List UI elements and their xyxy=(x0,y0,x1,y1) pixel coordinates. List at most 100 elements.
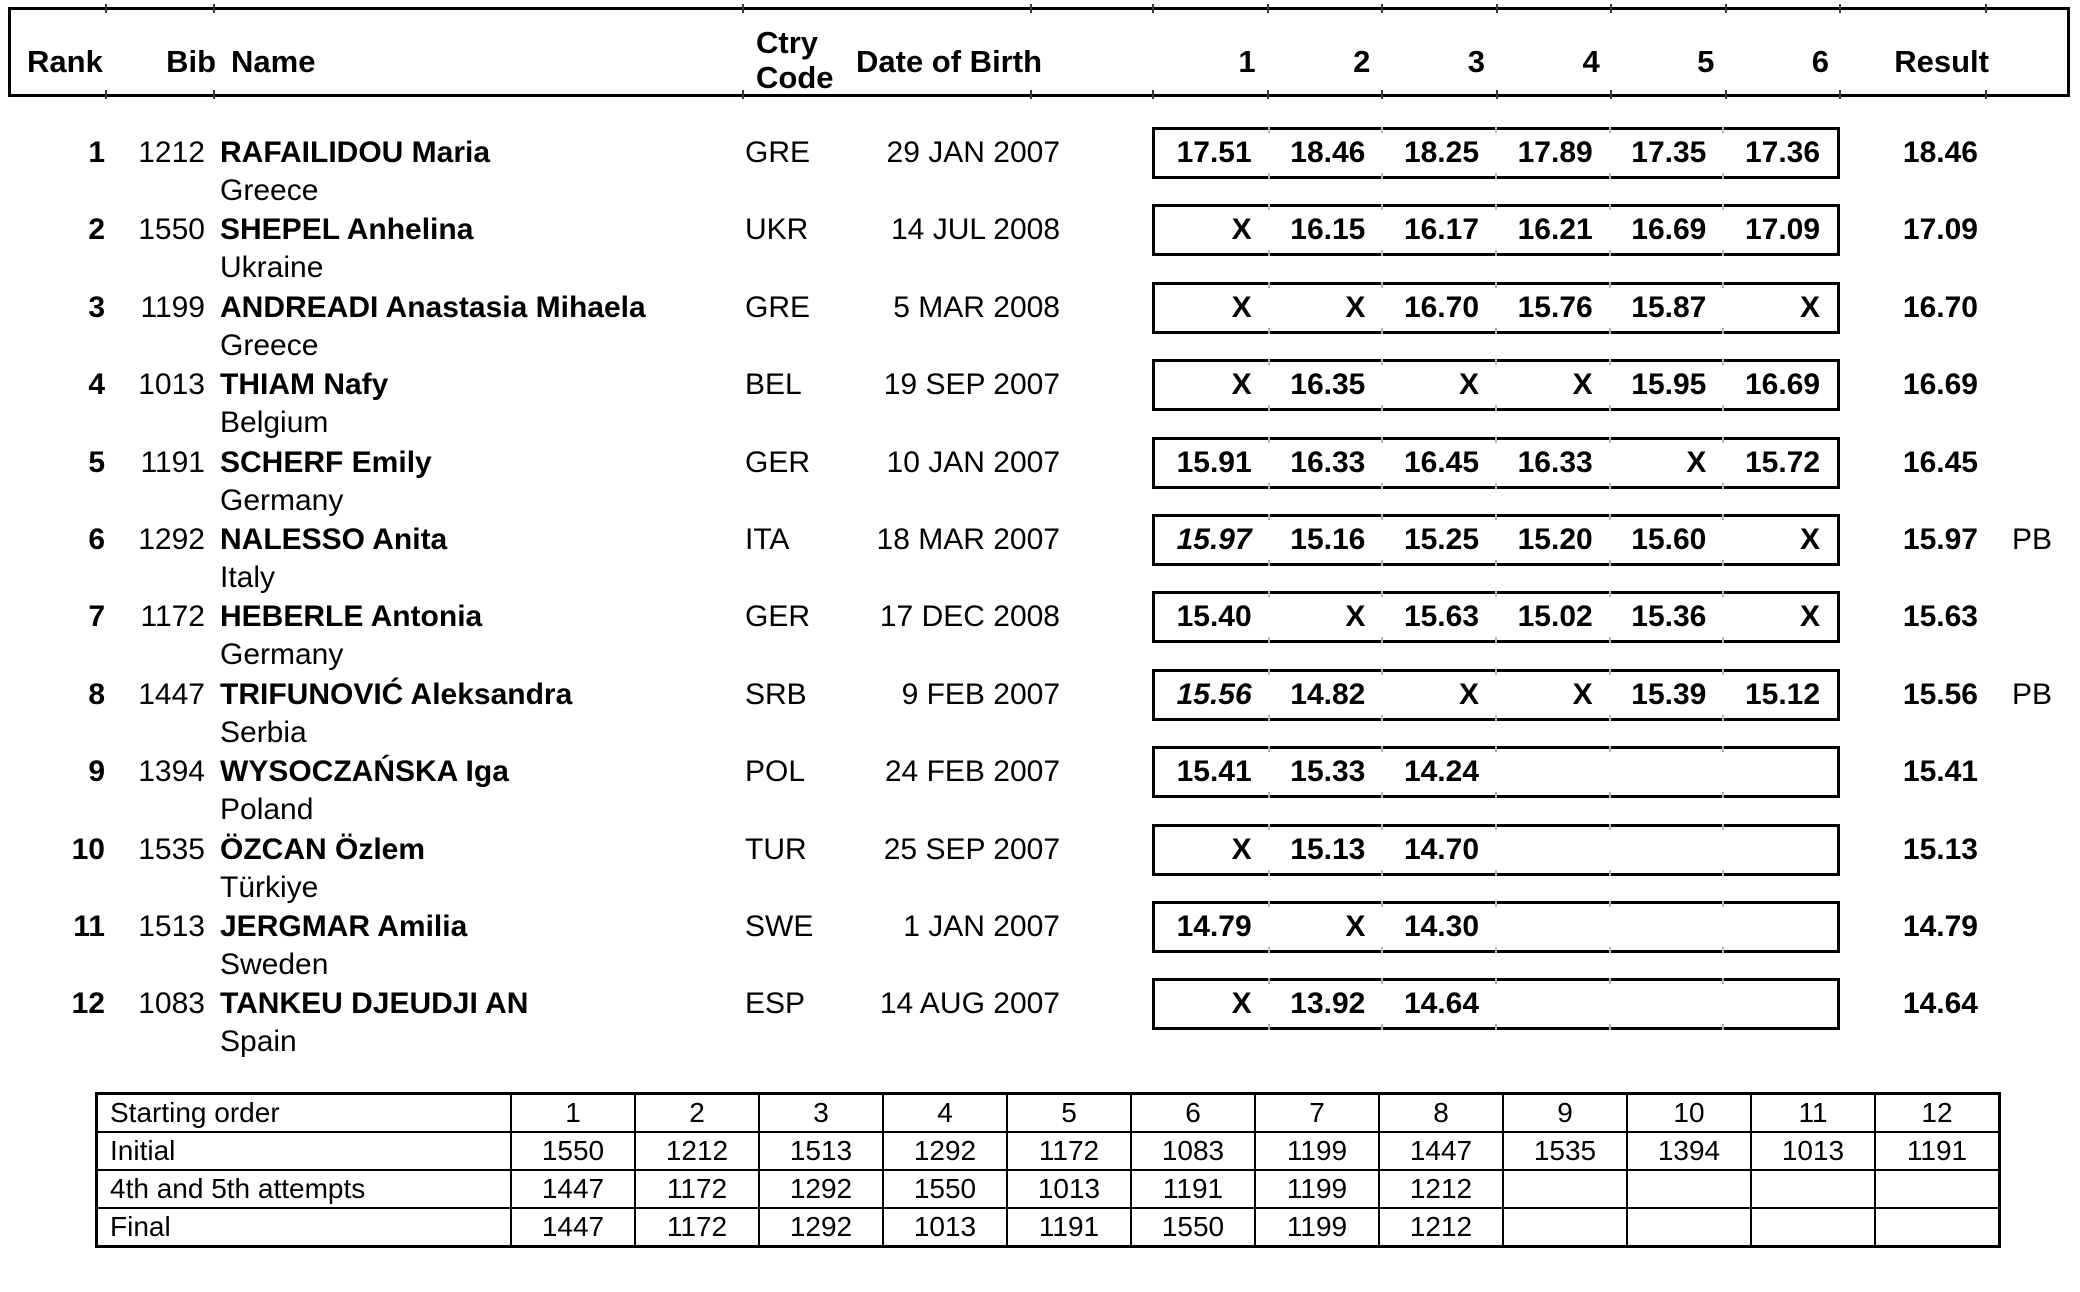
attempt-divider-tick xyxy=(1495,173,1497,179)
so-cell: 1550 xyxy=(510,1131,636,1171)
athlete-row: 6 1292 NALESSO Anita Italy ITA 18 MAR 20… xyxy=(0,514,2080,599)
attempt-divider-tick xyxy=(1267,978,1270,985)
attempt-divider-tick xyxy=(1722,1024,1725,1031)
rank: 1 xyxy=(88,136,105,169)
bib: 1447 xyxy=(138,677,205,711)
attempt-3: 14.30 xyxy=(1403,910,1480,943)
result-note: PB xyxy=(2012,677,2053,711)
attempt-divider-tick xyxy=(1267,947,1270,953)
attempt-3: 16.70 xyxy=(1403,290,1480,324)
so-row-label: 4th and 5th attempts xyxy=(95,1169,512,1209)
attempt-divider-tick xyxy=(1267,327,1270,334)
col-header-attempt-5: 5 xyxy=(1697,44,1715,79)
attempt-5: 15.95 xyxy=(1631,368,1707,402)
athlete-name: TRIFUNOVIĆ Aleksandra xyxy=(220,677,573,711)
attempt-divider-tick xyxy=(1608,869,1611,876)
attempts-box: 15.56 14.82 X X 15.39 15.12 xyxy=(1152,668,1840,721)
so-cell: 1191 xyxy=(1874,1131,2001,1171)
athlete-country: Ukraine xyxy=(220,251,324,285)
attempt-2: 15.13 xyxy=(1290,832,1366,866)
attempt-divider-tick xyxy=(1608,591,1611,598)
result: 15.41 xyxy=(1902,755,1978,789)
attempt-divider-tick xyxy=(1381,668,1384,675)
attempt-3: 18.25 xyxy=(1403,136,1480,169)
date-of-birth: 10 JAN 2007 xyxy=(886,445,1060,479)
attempt-3: 14.24 xyxy=(1403,755,1480,789)
so-cell: 1 xyxy=(510,1092,636,1133)
attempt-divider-tick xyxy=(1267,869,1270,876)
result: 15.97 xyxy=(1902,523,1978,556)
athlete-country: Italy xyxy=(220,561,276,594)
athlete-country: Türkiye xyxy=(220,870,319,904)
rank: 8 xyxy=(88,677,105,711)
athlete-country: Germany xyxy=(220,483,344,517)
so-cell: 1191 xyxy=(1130,1169,1256,1209)
attempt-divider-tick xyxy=(1608,204,1611,211)
attempt-divider-tick xyxy=(1267,436,1270,443)
attempt-divider-tick xyxy=(1722,823,1725,830)
attempt-3: X xyxy=(1459,368,1480,402)
attempt-6: 15.72 xyxy=(1744,445,1821,479)
date-of-birth: 5 MAR 2008 xyxy=(893,290,1060,324)
attempt-1: 15.56 xyxy=(1176,677,1252,711)
attempt-1: X xyxy=(1231,213,1252,247)
athlete-row: 7 1172 HEBERLE Antonia Germany GER 17 DE… xyxy=(0,591,2080,676)
rank: 4 xyxy=(88,368,105,402)
date-of-birth: 18 MAR 2007 xyxy=(876,523,1060,556)
rank: 9 xyxy=(88,755,105,789)
column-boundary-tick xyxy=(1839,90,1841,99)
attempt-divider-tick xyxy=(1722,668,1725,675)
so-cell: 1447 xyxy=(510,1207,636,1248)
athlete-row: 5 1191 SCHERF Emily Germany GER 10 JAN 2… xyxy=(0,436,2080,522)
attempt-divider-tick xyxy=(1495,281,1497,288)
attempts-box: X X 16.70 15.76 15.87 X xyxy=(1152,281,1840,334)
bib: 1212 xyxy=(138,136,205,169)
attempt-5: 16.69 xyxy=(1631,213,1707,247)
attempts-box: X 13.92 14.64 xyxy=(1152,978,1840,1031)
attempt-divider-tick xyxy=(1381,1024,1384,1031)
attempt-divider-tick xyxy=(1495,591,1497,598)
so-cell: 1013 xyxy=(882,1207,1008,1248)
attempt-4: X xyxy=(1572,677,1593,711)
attempt-divider-tick xyxy=(1381,204,1384,211)
so-cell: 1447 xyxy=(510,1169,636,1209)
bib: 1191 xyxy=(140,445,205,479)
attempt-6: 17.09 xyxy=(1744,213,1821,247)
attempt-4: 17.89 xyxy=(1517,136,1593,169)
so-row-label: Initial xyxy=(95,1131,512,1171)
attempt-divider-tick xyxy=(1267,823,1270,830)
column-boundary-tick xyxy=(1839,4,1841,13)
attempt-5: 15.60 xyxy=(1631,523,1707,556)
column-boundary-tick xyxy=(1496,90,1498,99)
attempt-divider-tick xyxy=(1608,436,1611,443)
athlete-country: Belgium xyxy=(220,406,329,440)
column-boundary-tick xyxy=(1725,4,1727,13)
so-cell: 1172 xyxy=(634,1169,760,1209)
athlete-row: 11 1513 JERGMAR Amilia Sweden SWE 1 JAN … xyxy=(0,901,2080,986)
attempt-divider-tick xyxy=(1381,405,1384,412)
attempt-1: 15.40 xyxy=(1176,600,1252,634)
attempt-divider-tick xyxy=(1267,127,1270,133)
result: 15.56 xyxy=(1902,677,1978,711)
column-boundary-tick xyxy=(1725,90,1727,99)
so-cell xyxy=(1874,1207,2001,1248)
attempt-divider-tick xyxy=(1267,746,1270,753)
attempt-6: 15.12 xyxy=(1744,677,1821,711)
athlete-name: SCHERF Emily xyxy=(220,445,432,479)
result: 16.69 xyxy=(1902,368,1978,402)
result: 17.09 xyxy=(1902,213,1978,247)
rank: 5 xyxy=(88,445,105,479)
attempts-box: 14.79 X 14.30 xyxy=(1152,901,1840,953)
so-cell: 2 xyxy=(634,1092,760,1133)
attempt-divider-tick xyxy=(1267,714,1270,721)
attempt-2: 15.33 xyxy=(1290,755,1366,789)
column-boundary-tick xyxy=(105,4,107,13)
attempt-divider-tick xyxy=(1267,359,1270,366)
country-code: BEL xyxy=(745,368,802,402)
athlete-country: Germany xyxy=(220,638,344,672)
attempts-box: X 16.35 X X 15.95 16.69 xyxy=(1152,359,1840,412)
attempt-divider-tick xyxy=(1495,823,1497,830)
attempt-2: 16.15 xyxy=(1290,213,1366,247)
country-code: GRE xyxy=(745,290,811,324)
attempt-divider-tick xyxy=(1267,637,1270,644)
